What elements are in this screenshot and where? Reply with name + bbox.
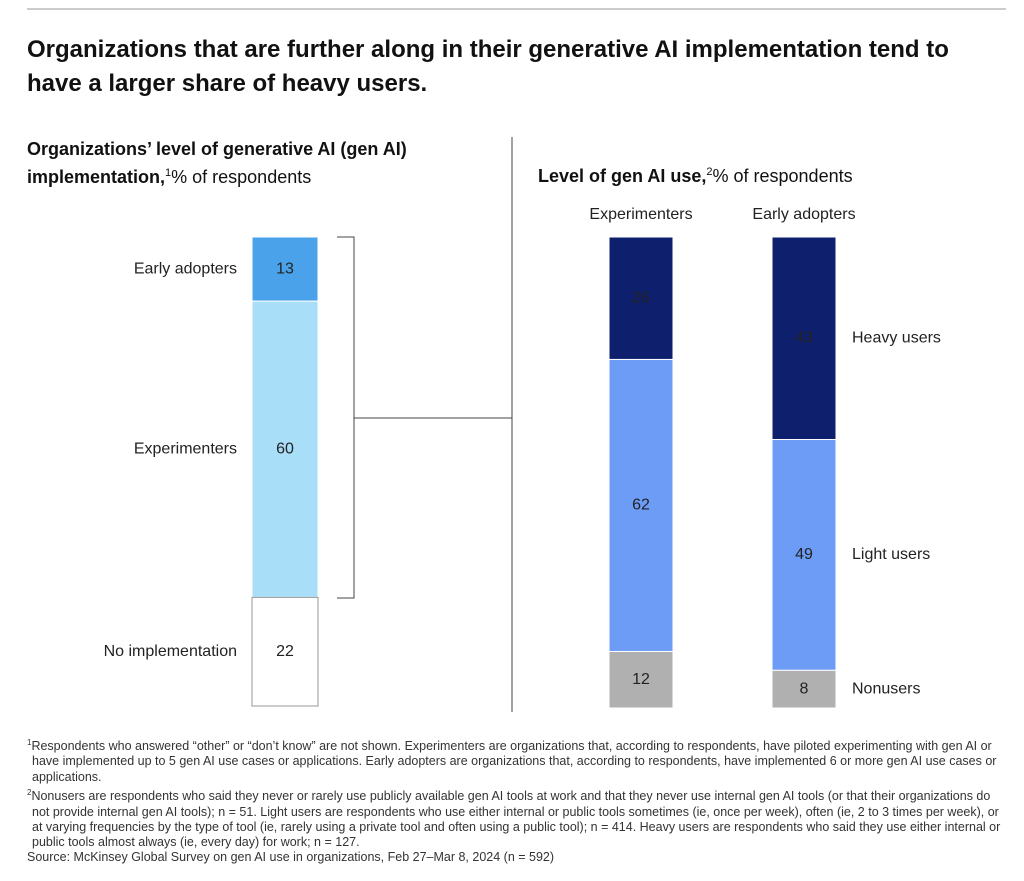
- bar-segment: [251, 300, 319, 598]
- bar-segment: [251, 596, 319, 707]
- bar-segment: [771, 669, 837, 709]
- bracket: [337, 236, 355, 599]
- legend-label: Light users: [852, 546, 930, 563]
- data-label: 13: [276, 260, 294, 277]
- unit: % of respondents: [171, 167, 312, 187]
- note-ref: 2: [706, 166, 713, 178]
- footnote-text: Nonusers are respondents who said they n…: [31, 789, 1001, 850]
- data-label: 49: [795, 546, 813, 563]
- legend-label: Nonusers: [852, 680, 920, 697]
- subtitle: Organizations’ level of generative AI (g…: [27, 139, 407, 187]
- category-label: Experimenters: [134, 441, 237, 458]
- note-ref: 1: [165, 167, 172, 179]
- category-label: No implementation: [104, 643, 237, 660]
- category-label: Early adopters: [134, 260, 237, 277]
- bar-segment: [608, 650, 674, 709]
- subtitle: Level of gen AI use,: [538, 166, 707, 186]
- bar-segment: [608, 236, 674, 360]
- unit: % of respondents: [712, 166, 853, 186]
- right-subtitle: Level of gen AI use,2% of respondents: [538, 160, 1008, 188]
- category-label: Experimenters: [589, 206, 692, 223]
- footnote-marker: 1: [27, 738, 32, 747]
- left-subtitle: Organizations’ level of generative AI (g…: [27, 137, 497, 189]
- data-label: 60: [276, 441, 294, 458]
- bar-segment: [771, 236, 837, 441]
- data-label: 26: [632, 289, 650, 306]
- data-label: 12: [632, 671, 650, 688]
- data-label: 62: [632, 497, 650, 514]
- data-label: 43: [795, 329, 813, 346]
- footnote: 1Respondents who answered “other” or “do…: [27, 735, 1005, 785]
- footnote-marker: 2: [27, 788, 32, 798]
- footnote-text: Respondents who answered “other” or “don…: [31, 739, 997, 784]
- data-label: 8: [800, 680, 809, 697]
- legend-label: Heavy users: [852, 329, 941, 346]
- data-label: 22: [276, 643, 294, 660]
- footnote: 2Nonusers are respondents who said they …: [27, 785, 1005, 850]
- bar-segment: [251, 236, 319, 302]
- source: Source: McKinsey Global Survey on gen AI…: [27, 850, 555, 865]
- category-label: Early adopters: [752, 206, 855, 223]
- page-title: Organizations that are further along in …: [27, 36, 949, 97]
- footnotes: 1Respondents who answered “other” or “do…: [27, 735, 1005, 866]
